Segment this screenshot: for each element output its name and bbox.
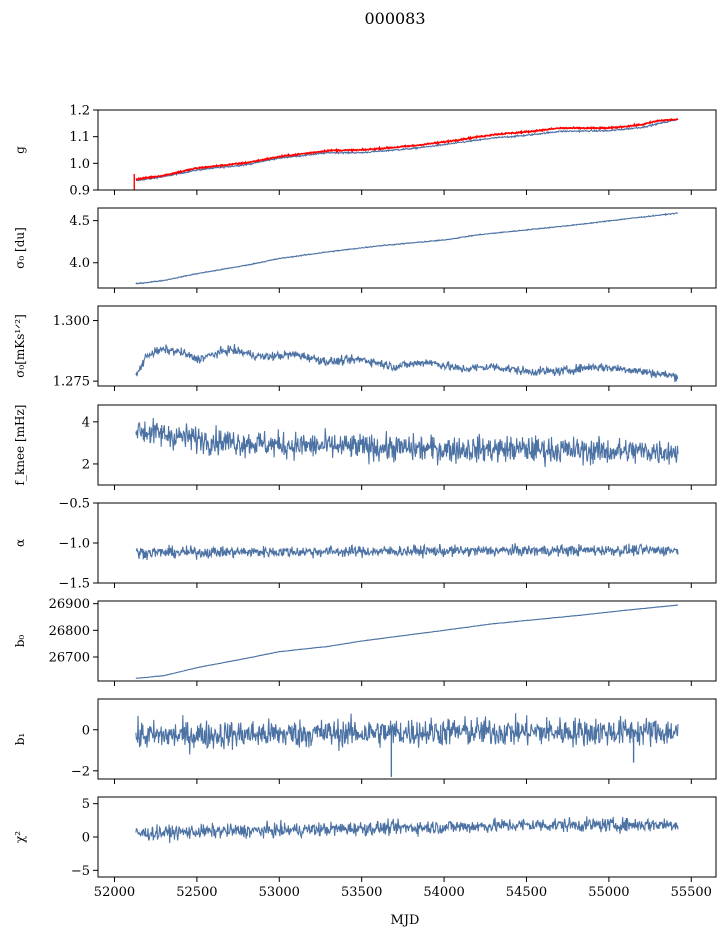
panel-b1: −2 0 b₁: [13, 698, 717, 784]
g-series-1-line: [135, 117, 679, 182]
panel-alpha: −1.5 −1.0 −0.5 α: [13, 497, 717, 592]
y-tick-label: 26700: [49, 651, 90, 666]
f_knee-series-0-line: [135, 417, 679, 468]
series-group: [135, 417, 679, 468]
panel-g: 0.9 1.0 1.1 1.2 g: [13, 104, 717, 199]
y-axis-label: f_knee [mHz]: [13, 405, 27, 486]
y-axis-label: σ₀ [du]: [13, 227, 27, 269]
y-axis-label: b₁: [13, 733, 27, 746]
series-group: [135, 344, 679, 383]
axes-frame: [97, 404, 717, 486]
panel-sigma0_mks: 1.275 1.300 σ₀[mKs¹ᐟ²]: [13, 305, 717, 391]
b1-series-0-line: [135, 713, 679, 755]
series-group: [135, 604, 679, 680]
y-tick-label: −1.0: [58, 537, 90, 552]
y-tick-label: 1.300: [53, 314, 90, 329]
b0-series-0-line: [135, 604, 679, 680]
x-tick-label: 53000: [259, 885, 300, 900]
x-tick-label: 52000: [94, 885, 135, 900]
y-axis-label: σ₀[mKs¹ᐟ²]: [13, 314, 27, 378]
axes-frame: [97, 109, 717, 191]
series-group: [135, 816, 679, 844]
y-tick-label: −5: [71, 864, 90, 879]
y-tick-label: 4.5: [69, 214, 90, 229]
axes-frame: [97, 796, 717, 878]
y-tick-label: 4: [82, 415, 90, 430]
y-tick-label: −1.5: [58, 577, 90, 592]
y-tick-label: 2: [82, 457, 90, 472]
chi2-series-0-line: [135, 816, 679, 844]
y-axis-label: α: [13, 539, 27, 547]
x-tick-label: 53500: [341, 885, 382, 900]
series-group: [135, 713, 679, 777]
y-tick-label: 0.9: [69, 184, 90, 199]
y-tick-label: 4.0: [69, 256, 90, 271]
series-group: [135, 543, 679, 561]
panel-f_knee: 2 4 f_knee [mHz]: [13, 404, 717, 490]
y-tick-label: 1.275: [53, 375, 90, 390]
axes-frame: [97, 502, 717, 584]
panel-b0: 26700 26800 26900 b₀: [13, 597, 717, 686]
subplot-stack: 0.9 1.0 1.1 1.2 g 4.0 4.5 σ₀ [du] 1.275 1.300 σ₀[m…: [13, 104, 717, 900]
x-tick-label: 52500: [176, 885, 217, 900]
y-tick-label: 26900: [49, 597, 90, 612]
y-tick-label: 5: [82, 797, 90, 812]
y-tick-label: 26800: [49, 624, 90, 639]
alpha-series-0-line: [135, 543, 679, 561]
axes-frame: [97, 207, 717, 289]
y-tick-label: 1.0: [69, 157, 90, 172]
sigma0_du-series-0-line: [135, 212, 678, 285]
panel-chi2: −5 0 5 χ² 52000 52500 53000 53500 54000 54500 5500…: [13, 796, 717, 900]
g-series-0-line: [135, 118, 679, 182]
x-tick-label: 55000: [588, 885, 629, 900]
figure-title: 000083: [364, 9, 425, 28]
y-tick-label: 1.2: [69, 104, 90, 119]
axes-frame: [97, 600, 717, 682]
axes-frame: [97, 698, 717, 780]
series-group: [135, 212, 678, 285]
y-tick-label: −2: [71, 764, 90, 779]
x-axis-label: MJD: [391, 913, 420, 928]
sigma0_mks-series-0-line: [135, 344, 679, 383]
y-tick-label: 0: [82, 723, 90, 738]
y-tick-label: 1.1: [69, 130, 90, 145]
y-axis-label: g: [13, 146, 27, 154]
panel-sigma0_du: 4.0 4.5 σ₀ [du]: [13, 207, 717, 293]
x-tick-label: 54000: [423, 885, 464, 900]
y-axis-label: χ²: [13, 831, 27, 843]
x-tick-label: 55500: [671, 885, 712, 900]
series-group: [133, 117, 679, 190]
y-axis-label: b₀: [13, 635, 27, 648]
axes-frame: [97, 305, 717, 387]
y-tick-label: 0: [82, 831, 90, 846]
y-tick-label: −0.5: [58, 497, 90, 512]
x-tick-label: 54500: [506, 885, 547, 900]
